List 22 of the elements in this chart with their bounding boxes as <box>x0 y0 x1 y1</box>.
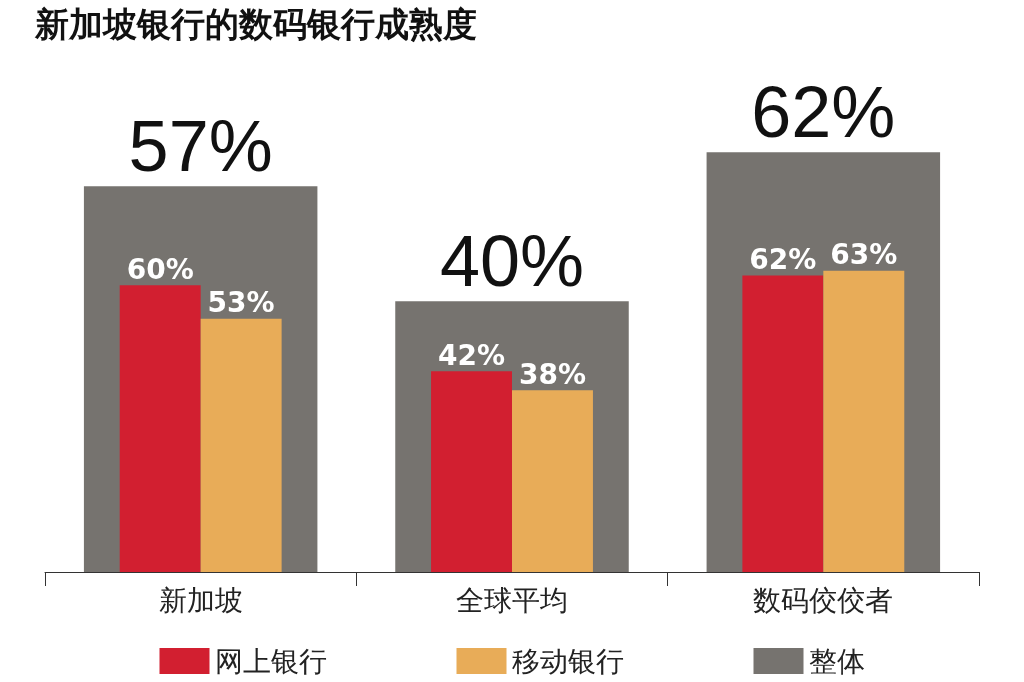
data-label: 53% <box>207 286 275 320</box>
data-label: 42% <box>438 338 506 372</box>
x-tick-label: 新加坡 <box>158 583 243 617</box>
chart-title: 新加坡银行的数码银行成熟度 <box>34 4 477 44</box>
legend-label: 整体 <box>808 644 865 678</box>
data-label: 60% <box>126 252 194 286</box>
bar <box>119 285 201 572</box>
data-label: 62% <box>751 72 896 153</box>
bar <box>823 270 905 572</box>
legend-label: 移动银行 <box>511 644 624 678</box>
bar <box>742 275 824 572</box>
data-label: 40% <box>439 221 585 302</box>
legend-label: 网上银行 <box>214 644 327 678</box>
data-label: 62% <box>749 243 817 277</box>
data-label: 63% <box>830 238 898 272</box>
bar <box>512 390 593 572</box>
bar <box>200 318 282 572</box>
x-tick-label: 全球平均 <box>456 583 568 617</box>
bar <box>431 371 512 572</box>
data-label: 57% <box>128 106 273 187</box>
x-tick-label: 数码佼佼者 <box>753 583 894 617</box>
data-label: 38% <box>518 357 586 391</box>
